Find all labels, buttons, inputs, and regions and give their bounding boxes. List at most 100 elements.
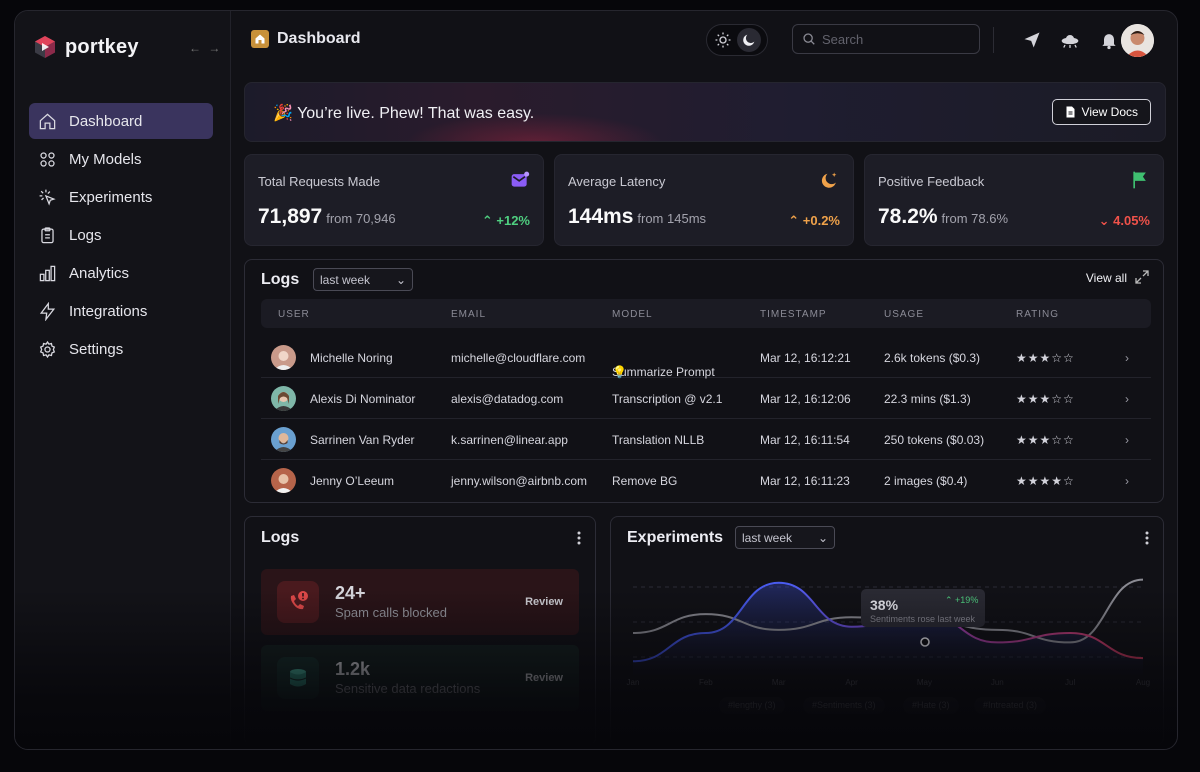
lightning-icon — [39, 301, 56, 321]
stat-card-average-latency[interactable]: Average Latency 144ms from 145ms ⌃ +0.2% — [554, 154, 854, 246]
lightbulb-icon: 💡 — [612, 365, 627, 379]
chevron-right-icon[interactable]: › — [1125, 392, 1129, 406]
table-row[interactable]: Michelle Noring michelle@cloudflare.com … — [261, 337, 1151, 379]
logo[interactable]: portkey — [33, 35, 139, 59]
logs-range-value: last week — [320, 272, 371, 287]
sun-icon[interactable] — [714, 31, 732, 49]
cell-usage: 250 tokens ($0.03) — [884, 433, 985, 447]
x-tick-label: Jul — [1065, 678, 1075, 687]
app-name: portkey — [65, 35, 139, 58]
column-header-email[interactable]: EMAIL — [451, 309, 487, 320]
data-redactions-item[interactable]: 1.2k Sensitive data redactions Review — [261, 645, 579, 711]
stat-title: Total Requests Made — [258, 174, 381, 189]
x-tick-label: Feb — [699, 678, 713, 687]
column-header-rating[interactable]: RATING — [1016, 309, 1060, 320]
experiments-line-chart[interactable]: Jan Feb Mar Apr May Jun Jul Aug — [611, 517, 1164, 746]
logs-range-select[interactable]: last week ⌄ — [313, 268, 413, 291]
cell-model: Translation NLLB — [612, 433, 705, 447]
cell-usage: 2 images ($0.4) — [884, 474, 968, 488]
stat-delta: ⌃ +12% — [481, 213, 530, 228]
cell-usage: 2.6k tokens ($0.3) — [884, 351, 981, 365]
experiments-range-select[interactable]: last week ⌄ — [735, 526, 835, 549]
star-rating[interactable]: ★★★☆☆ — [1016, 351, 1075, 365]
star-rating[interactable]: ★★★★☆ — [1016, 474, 1075, 488]
send-icon[interactable] — [1022, 30, 1042, 50]
more-options-icon[interactable] — [577, 531, 581, 545]
logs-table-card: Logs last week ⌄ View all USER EMAIL MOD… — [244, 259, 1164, 503]
expand-icon[interactable] — [1135, 270, 1149, 284]
sidebar-item-logs[interactable]: Logs — [29, 217, 213, 253]
stat-title: Positive Feedback — [878, 174, 985, 189]
stat-value: 71,897 from 70,946 — [258, 205, 396, 229]
table-row[interactable]: Sarrinen Van Ryder k.sarrinen@linear.app… — [261, 419, 1151, 460]
search-box[interactable] — [792, 24, 980, 54]
banner-message: 🎉 You’re live. Phew! That was easy. — [273, 105, 535, 122]
user-avatar[interactable] — [1121, 24, 1154, 57]
bar-chart-icon — [39, 265, 56, 281]
logs-title: Logs — [261, 271, 300, 288]
more-options-icon[interactable] — [1145, 531, 1149, 545]
tag-chip[interactable]: #Sentiments (3) — [803, 697, 885, 714]
stat-previous: from 145ms — [637, 211, 707, 226]
cell-email: k.sarrinen@linear.app — [451, 433, 568, 447]
stat-previous: from 70,946 — [326, 211, 396, 226]
star-rating[interactable]: ★★★☆☆ — [1016, 433, 1075, 447]
sidebar-item-my-models[interactable]: My Models — [29, 141, 213, 177]
cell-timestamp: Mar 12, 16:11:54 — [760, 433, 850, 447]
page-title: Dashboard — [251, 30, 361, 48]
stat-card-positive-feedback[interactable]: Positive Feedback 78.2% from 78.6% ⌄ 4.05… — [864, 154, 1164, 246]
review-button[interactable]: Review — [525, 596, 563, 608]
sidebar-item-analytics[interactable]: Analytics — [29, 255, 213, 291]
collapse-sidebar-icon[interactable]: ← → — [189, 41, 223, 55]
search-input[interactable] — [822, 31, 972, 47]
chevron-right-icon[interactable]: › — [1125, 351, 1129, 365]
cell-user: Michelle Noring — [310, 351, 393, 365]
stat-value: 144ms from 145ms — [568, 205, 706, 229]
column-header-model[interactable]: MODEL — [612, 309, 653, 320]
redactions-count: 1.2k — [335, 659, 371, 679]
database-icon — [277, 657, 319, 699]
chevron-down-icon: ⌄ — [817, 530, 828, 545]
grid-icon — [40, 151, 55, 167]
review-button[interactable]: Review — [525, 672, 563, 684]
ufo-icon[interactable] — [1060, 30, 1080, 50]
star-rating[interactable]: ★★★☆☆ — [1016, 392, 1075, 406]
table-row[interactable]: Alexis Di Nominator alexis@datadog.com T… — [261, 378, 1151, 419]
column-header-usage[interactable]: USAGE — [884, 309, 925, 320]
avatar — [271, 468, 296, 493]
clipboard-icon — [41, 226, 54, 243]
tag-chip[interactable]: #Hate (3) — [903, 697, 959, 714]
sidebar-item-label: Settings — [69, 340, 124, 358]
stat-title: Average Latency — [568, 174, 666, 189]
chevron-right-icon[interactable]: › — [1125, 474, 1129, 488]
bell-icon[interactable] — [1099, 30, 1119, 50]
chevron-right-icon[interactable]: › — [1125, 433, 1129, 447]
sidebar-item-label: Experiments — [69, 188, 153, 206]
sidebar-item-settings[interactable]: Settings — [29, 331, 213, 367]
redactions-label: Sensitive data redactions — [335, 681, 481, 696]
stat-delta: ⌄ 4.05% — [1098, 213, 1150, 228]
view-docs-button[interactable]: View Docs — [1051, 99, 1151, 125]
tag-chip[interactable]: #lengthy (3) — [719, 697, 785, 714]
sidebar-item-dashboard[interactable]: Dashboard — [29, 103, 213, 139]
theme-toggle[interactable] — [706, 24, 768, 56]
spam-calls-item[interactable]: 24+ Spam calls blocked Review — [261, 569, 579, 635]
table-row[interactable]: Jenny O’Leeum jenny.wilson@airbnb.com Re… — [261, 460, 1151, 501]
stat-delta: ⌃ +0.2% — [788, 213, 840, 228]
stat-value: 78.2% from 78.6% — [878, 205, 1008, 229]
hover-point[interactable] — [920, 637, 930, 647]
sidebar-item-experiments[interactable]: Experiments — [29, 179, 213, 215]
sidebar-item-integrations[interactable]: Integrations — [29, 293, 213, 329]
spam-calls-label: Spam calls blocked — [335, 605, 447, 620]
moon-icon[interactable] — [736, 28, 761, 52]
sidebar-item-label: Dashboard — [69, 112, 143, 130]
search-icon — [803, 33, 815, 45]
column-header-timestamp[interactable]: TIMESTAMP — [760, 309, 827, 320]
stat-card-total-requests[interactable]: Total Requests Made 71,897 from 70,946 ⌃ … — [244, 154, 544, 246]
sidebar-item-label: Logs — [69, 226, 102, 244]
tooltip-text: Sentiments rose last week — [870, 614, 976, 624]
view-all-link[interactable]: View all — [1085, 271, 1127, 285]
column-header-user[interactable]: USER — [278, 309, 310, 320]
tag-chip[interactable]: #Intreated (3) — [974, 697, 1047, 714]
mail-icon — [511, 171, 530, 187]
